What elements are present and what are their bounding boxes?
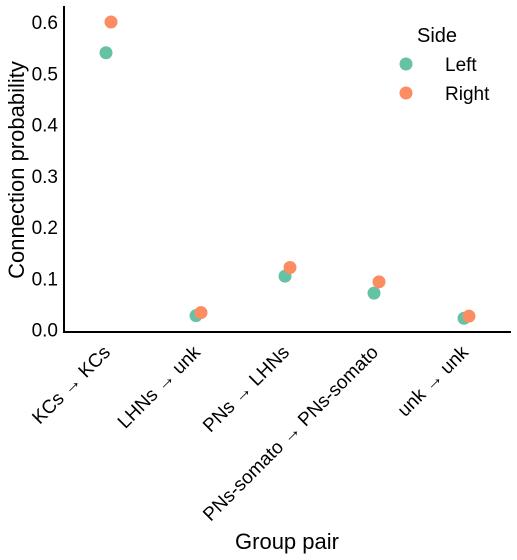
y-tick-label: 0.5 <box>32 64 58 85</box>
legend-label-left: Left <box>445 55 477 76</box>
legend-marker-left <box>399 57 413 71</box>
data-point-left <box>367 286 381 300</box>
data-point-right <box>372 275 386 289</box>
legend-title: Side <box>417 25 457 47</box>
y-tick-label: 0.4 <box>32 116 59 137</box>
data-points <box>99 15 476 325</box>
data-point-right <box>283 260 297 274</box>
data-point-right <box>104 15 118 29</box>
x-tick-label: LHNs → unk <box>114 342 205 433</box>
y-axis-label: Connection probability <box>4 61 29 279</box>
x-axis-label: Group pair <box>235 529 339 554</box>
y-tick-label: 0.1 <box>32 269 58 290</box>
y-axis-ticks: 0.0 0.1 0.2 0.3 0.4 0.5 0.6 <box>32 13 59 342</box>
x-tick-label: KCs → KCs <box>28 342 115 429</box>
x-tick-label: unk → unk <box>394 342 473 421</box>
y-tick-label: 0.3 <box>32 167 58 188</box>
x-tick-label: PNs → LHNs <box>199 342 294 437</box>
legend-marker-right <box>399 86 413 100</box>
y-tick-label: 0.0 <box>32 321 58 342</box>
legend: Side Left Right <box>399 25 490 105</box>
legend-label-right: Right <box>445 84 490 105</box>
x-tick-label: PNs-somato → PNs-somato <box>199 342 383 526</box>
data-point-right <box>462 309 476 323</box>
y-tick-label: 0.6 <box>32 13 58 34</box>
data-point-right <box>194 306 208 320</box>
data-point-left <box>99 46 113 60</box>
plot-area <box>63 6 511 333</box>
y-tick-label: 0.2 <box>32 218 58 239</box>
